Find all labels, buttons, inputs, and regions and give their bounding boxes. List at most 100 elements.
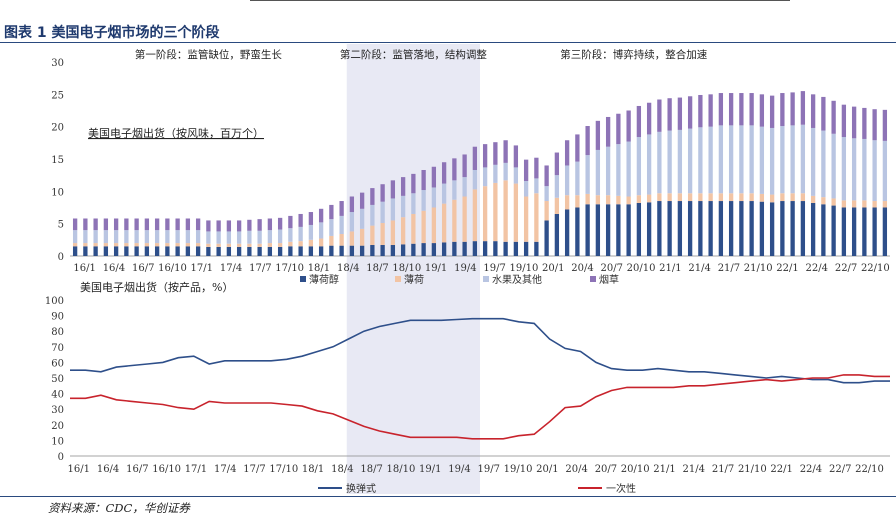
bar-menthol [790, 201, 795, 256]
bar-mint [370, 225, 375, 246]
bar-mint [431, 207, 437, 244]
bar-tobacco [503, 140, 508, 163]
bar-menthol [841, 207, 847, 256]
bar-mint [534, 193, 539, 242]
bar-menthol [380, 245, 385, 256]
header-rule [250, 0, 790, 4]
x-tick-label: 22/4 [806, 263, 828, 274]
bar-tobacco [534, 157, 539, 179]
x-tick-label: 16/10 [152, 464, 181, 475]
bar-tobacco [698, 94, 703, 128]
bar-fruit-other [564, 165, 570, 196]
y-tick-label: 10 [51, 436, 64, 447]
bar-fruit-other [636, 137, 642, 196]
x-tick-label: 22/10 [861, 263, 890, 274]
bar-mint [616, 195, 621, 205]
bar-tobacco [165, 218, 170, 231]
bar-fruit-other [554, 175, 560, 198]
x-tick-label: 17/7 [249, 263, 271, 274]
bar-menthol [113, 246, 119, 256]
source-divider [0, 496, 896, 497]
x-tick-label: 17/4 [214, 464, 236, 475]
bar-fruit-other [749, 125, 754, 194]
bar-fruit-other [605, 146, 611, 196]
bar-menthol [411, 243, 416, 256]
legend-swatch [300, 276, 306, 282]
bar-tobacco [359, 192, 365, 209]
bar-fruit-other [626, 141, 631, 197]
bar-menthol [616, 204, 621, 256]
y-tick-label: 30 [51, 405, 64, 416]
bar-mint [585, 193, 590, 205]
x-tick-label: 18/7 [360, 464, 382, 475]
bar-fruit-other [452, 180, 457, 200]
bar-fruit-other [585, 155, 590, 194]
bar-mint [83, 243, 88, 247]
bar-menthol [513, 241, 519, 256]
bar-fruit-other [308, 224, 314, 240]
bar-tobacco [862, 107, 867, 139]
bar-fruit-other [411, 193, 416, 214]
bar-mint [226, 243, 232, 247]
bar-menthol [154, 246, 160, 256]
bar-fruit-other [185, 230, 191, 244]
bar-tobacco [288, 215, 293, 229]
bar-menthol [277, 246, 283, 256]
bar-mint [154, 243, 160, 247]
phase-label-3: 第三阶段：博弈持续，整合加速 [560, 48, 707, 61]
bar-mint [339, 234, 344, 246]
bar-mint [882, 201, 888, 208]
x-tick-label: 18/1 [308, 263, 330, 274]
bar-tobacco [780, 93, 785, 127]
bar-mint [288, 241, 293, 247]
bar-tobacco [308, 212, 314, 225]
phase-label-1: 第一阶段：监管缺位，野蛮生长 [135, 48, 282, 61]
bar-fruit-other [175, 230, 180, 244]
bar-mint [206, 243, 211, 247]
bar-mint [759, 193, 765, 202]
bar-mint [236, 243, 242, 247]
y-tick-label: 0 [58, 252, 64, 263]
bar-fruit-other [329, 219, 334, 236]
bar-tobacco [267, 218, 273, 231]
bar-menthol [144, 246, 150, 256]
bar-mint [482, 186, 488, 242]
bar-mint [493, 182, 498, 242]
y-tick-label: 5 [58, 220, 64, 231]
bar-menthol [288, 246, 293, 256]
bar-fruit-other [390, 198, 396, 221]
bar-menthol [390, 245, 396, 256]
bar-tobacco [390, 180, 396, 199]
bar-mint [308, 239, 314, 247]
bar-mint [185, 243, 191, 247]
bar-mint [277, 243, 283, 247]
bar-mint [728, 193, 734, 202]
bar-menthol [677, 201, 683, 256]
bar-fruit-other [339, 215, 344, 235]
bar-tobacco [441, 162, 447, 184]
x-tick-label: 19/4 [448, 464, 470, 475]
bar-mint [657, 193, 662, 202]
x-tick-label: 20/10 [621, 464, 650, 475]
bar-fruit-other [482, 167, 488, 187]
bar-tobacco [431, 166, 437, 188]
chart-canvas: 0 5 10 15 20 25 30 第一阶段：监管缺位，野蛮生长 第二阶段：监管落地，结构调整… [45, 44, 890, 494]
bar-fruit-other [421, 190, 426, 211]
bar-menthol [544, 220, 549, 256]
bar-mint [318, 238, 324, 247]
x-tick-label: 20/4 [571, 263, 593, 274]
x-tick-label: 20/4 [565, 464, 587, 475]
x-tick-label: 21/1 [659, 263, 681, 274]
bar-menthol [800, 201, 806, 256]
bar-menthol [687, 201, 693, 256]
bar-menthol [298, 246, 303, 256]
bar-fruit-other [841, 137, 847, 201]
bar-menthol [821, 204, 826, 256]
bar-fruit-other [431, 187, 437, 208]
bar-fruit-other [616, 144, 621, 196]
bar-fruit-other [257, 230, 262, 244]
bar-tobacco [872, 109, 877, 141]
bar-fruit-other [144, 230, 150, 244]
bar-mint [749, 193, 754, 202]
bar-fruit-other [708, 126, 713, 194]
